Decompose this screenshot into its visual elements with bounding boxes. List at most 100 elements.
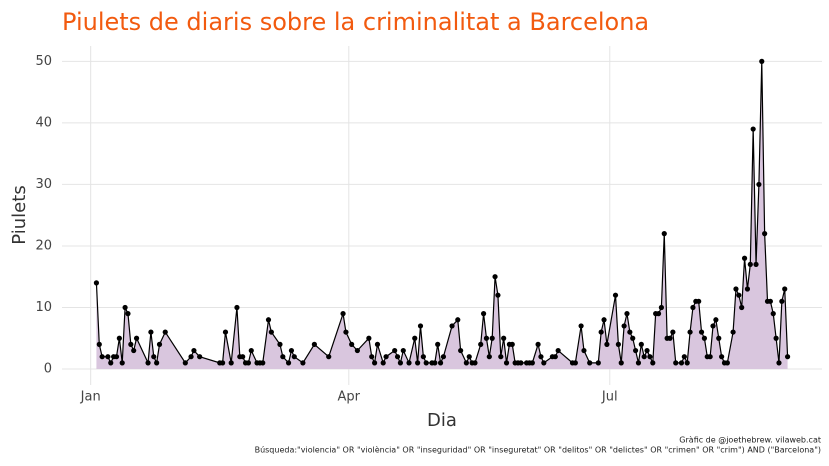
point — [108, 360, 114, 366]
point — [618, 360, 624, 366]
point — [478, 341, 484, 347]
point — [93, 280, 100, 286]
point — [222, 329, 229, 335]
point — [437, 360, 444, 366]
point — [154, 360, 160, 366]
point — [667, 335, 673, 341]
point — [265, 317, 272, 323]
point — [621, 323, 627, 329]
point — [595, 360, 601, 366]
point — [767, 298, 773, 304]
point — [555, 347, 561, 354]
point — [417, 323, 424, 329]
point — [372, 360, 378, 366]
point — [285, 360, 292, 366]
point — [518, 360, 524, 366]
point — [612, 292, 619, 298]
point — [191, 347, 197, 354]
point — [260, 360, 266, 366]
caption: Búsqueda:"violencia" OR "violència" OR "… — [255, 445, 821, 455]
point — [535, 341, 541, 347]
point — [492, 274, 498, 280]
point — [509, 341, 515, 347]
point — [624, 311, 630, 317]
point — [374, 341, 381, 347]
point — [501, 335, 507, 341]
point — [604, 341, 610, 347]
line — [95, 61, 789, 366]
point — [182, 360, 188, 366]
point — [713, 317, 719, 323]
point — [779, 298, 785, 304]
point — [541, 360, 547, 366]
point — [228, 360, 234, 366]
point — [412, 335, 418, 341]
point — [125, 311, 131, 317]
point — [716, 335, 722, 341]
y-tick-label: 0 — [44, 362, 52, 377]
point — [311, 341, 317, 347]
point — [670, 329, 676, 335]
point — [240, 354, 246, 360]
point — [415, 360, 421, 366]
point — [759, 58, 765, 64]
y-tick-label: 50 — [35, 54, 52, 69]
point — [483, 335, 490, 341]
point — [650, 360, 656, 366]
point — [489, 335, 495, 341]
point — [730, 329, 736, 335]
point — [248, 347, 254, 354]
point — [145, 360, 151, 366]
point — [486, 354, 492, 360]
point — [538, 354, 544, 360]
y-axis-title: Piulets — [9, 185, 30, 244]
point — [151, 354, 157, 360]
point — [197, 354, 203, 360]
point — [455, 317, 461, 323]
point — [498, 354, 504, 360]
point — [638, 341, 644, 347]
point — [188, 354, 194, 360]
point — [440, 354, 447, 360]
point — [698, 329, 705, 335]
point — [753, 261, 759, 268]
point — [96, 341, 102, 347]
point — [529, 360, 535, 366]
point — [280, 354, 286, 360]
point — [463, 360, 469, 366]
point — [432, 360, 438, 366]
point — [587, 360, 593, 366]
point — [162, 329, 168, 335]
point — [472, 360, 478, 366]
point — [406, 360, 412, 366]
point — [744, 286, 751, 292]
caption: Gràfic de @joethebrew. vilaweb.cat — [679, 436, 821, 445]
point — [747, 261, 753, 268]
point — [681, 354, 687, 360]
point — [268, 329, 274, 335]
point — [116, 335, 122, 341]
point — [770, 311, 776, 317]
y-tick-label: 40 — [35, 115, 52, 130]
point — [733, 286, 739, 292]
point — [503, 360, 510, 366]
point — [690, 304, 696, 311]
point — [326, 354, 332, 360]
point — [724, 360, 730, 366]
point — [707, 354, 713, 360]
point — [394, 354, 401, 360]
point — [128, 341, 134, 347]
point — [658, 304, 664, 311]
point — [615, 341, 621, 347]
point — [420, 354, 426, 360]
point — [449, 323, 455, 329]
point — [741, 255, 748, 261]
point — [641, 354, 647, 360]
point — [397, 360, 404, 366]
point — [148, 329, 154, 335]
x-tick-label: Apr — [338, 390, 361, 405]
point — [632, 347, 639, 354]
y-tick-label: 30 — [35, 177, 52, 192]
point — [762, 231, 768, 237]
